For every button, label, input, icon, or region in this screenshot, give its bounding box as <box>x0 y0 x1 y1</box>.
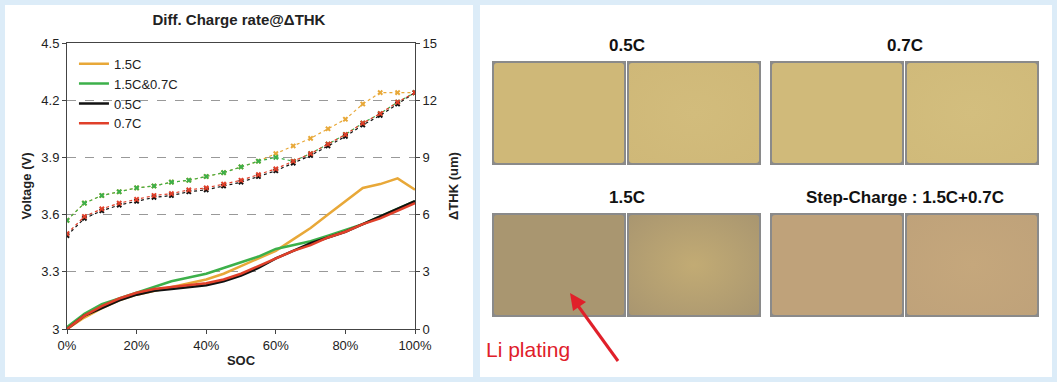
svg-text:3.3: 3.3 <box>41 264 59 279</box>
svg-text:80%: 80% <box>332 338 358 353</box>
svg-text:15: 15 <box>423 36 437 51</box>
svg-text:6: 6 <box>423 207 430 222</box>
svg-text:1.5C: 1.5C <box>114 57 141 72</box>
svg-text:Diff. Charge rate@ΔTHK: Diff. Charge rate@ΔTHK <box>153 11 326 28</box>
svg-text:3: 3 <box>423 264 430 279</box>
svg-text:0.5C: 0.5C <box>114 97 141 112</box>
svg-text:100%: 100% <box>398 338 432 353</box>
svg-text:ΔTHK (um): ΔTHK (um) <box>446 152 461 220</box>
svg-text:9: 9 <box>423 150 430 165</box>
svg-text:0.7C: 0.7C <box>114 116 141 131</box>
svg-text:SOC: SOC <box>227 353 256 368</box>
svg-text:4.5: 4.5 <box>41 36 59 51</box>
svg-text:40%: 40% <box>193 338 219 353</box>
svg-text:4.2: 4.2 <box>41 93 59 108</box>
svg-text:0.5C: 0.5C <box>609 36 645 55</box>
svg-text:1.5C&0.7C: 1.5C&0.7C <box>114 77 178 92</box>
svg-text:3.6: 3.6 <box>41 207 59 222</box>
svg-text:0.7C: 0.7C <box>887 36 923 55</box>
svg-text:3: 3 <box>52 322 59 337</box>
svg-text:12: 12 <box>423 93 437 108</box>
svg-text:60%: 60% <box>263 338 289 353</box>
svg-text:0%: 0% <box>58 338 77 353</box>
svg-text:Voltage (V): Voltage (V) <box>19 153 34 220</box>
svg-text:20%: 20% <box>124 338 150 353</box>
svg-text:Li plating: Li plating <box>486 338 570 361</box>
svg-text:3.9: 3.9 <box>41 150 59 165</box>
svg-text:0: 0 <box>423 322 430 337</box>
svg-text:Step-Charge : 1.5C+0.7C: Step-Charge : 1.5C+0.7C <box>806 188 1004 207</box>
svg-text:1.5C: 1.5C <box>609 188 645 207</box>
